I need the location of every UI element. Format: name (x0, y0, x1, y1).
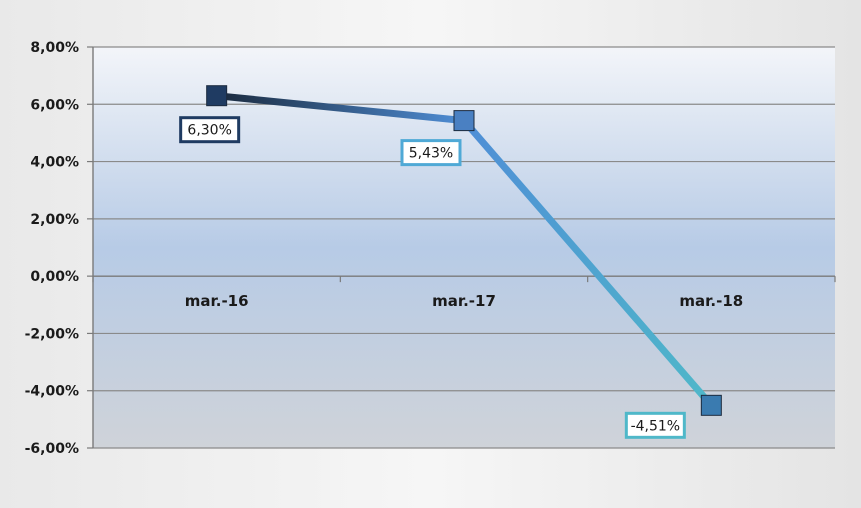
y-tick-label: -6,00% (25, 441, 79, 457)
data-label: -4,51% (631, 418, 681, 434)
y-tick-label: 8,00% (30, 40, 79, 56)
x-tick-label: mar.-16 (185, 292, 249, 310)
x-tick-labels: mar.-16 mar.-17 mar.-18 (185, 292, 743, 310)
x-tick-label: mar.-18 (679, 292, 743, 310)
data-label-box (624, 411, 686, 439)
y-tick-label: 2,00% (30, 212, 79, 228)
y-tick-label: 0,00% (30, 269, 79, 285)
y-tick-label: -2,00% (25, 326, 79, 342)
data-point-marker (453, 110, 475, 132)
series-line-group (206, 85, 722, 416)
y-tick-labels: 8,00% 6,00% 4,00% 2,00% 0,00% -2,00% -4,00% -6,… (25, 40, 79, 457)
y-tick-label: 4,00% (30, 155, 79, 171)
data-label-box (179, 116, 241, 144)
data-label: 5,43% (409, 146, 453, 162)
data-point-marker (700, 394, 722, 416)
axes (92, 47, 836, 448)
data-point-marker (206, 85, 228, 107)
data-label: 6,30% (187, 123, 231, 139)
data-label-box (400, 139, 462, 167)
x-tick-label: mar.-17 (432, 292, 496, 310)
y-tick-label: -4,00% (25, 384, 79, 400)
y-tick-label: 6,00% (30, 97, 79, 113)
data-labels: 6,30% 5,43% -4,51% (179, 116, 686, 439)
plot-area (93, 47, 835, 448)
